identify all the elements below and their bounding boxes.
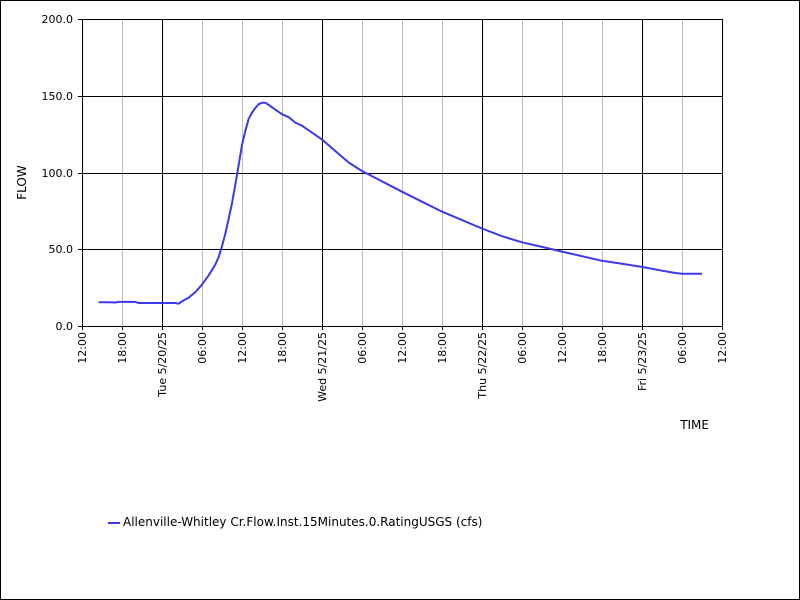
x-tick-label: 12:00 [556, 332, 569, 364]
minor-grid [122, 19, 683, 326]
x-tick-label: 12:00 [716, 332, 729, 364]
series-line [98, 101, 702, 305]
y-tick-label: 0.0 [56, 320, 74, 333]
legend-label: Allenville-Whitley Cr.Flow.Inst.15Minute… [123, 515, 483, 529]
x-tick-label: 18:00 [596, 332, 609, 364]
x-tick-label: 12:00 [76, 332, 89, 364]
x-axis-title: TIME [679, 418, 709, 432]
x-tick-label: 18:00 [116, 332, 129, 364]
y-axis-ticks: 0.0 50.0 100.0 150.0 200.0 [42, 13, 82, 333]
x-tick-label: 18:00 [436, 332, 449, 364]
x-tick-label: Wed 5/21/25 [316, 332, 329, 402]
x-tick-label: 06:00 [196, 332, 209, 364]
y-tick-label: 200.0 [42, 13, 74, 26]
x-tick-label: 06:00 [356, 332, 369, 364]
legend-swatch [108, 521, 120, 524]
series-layer [98, 101, 702, 305]
x-tick-label: 12:00 [396, 332, 409, 364]
x-tick-label: 18:00 [276, 332, 289, 364]
major-grid [82, 19, 722, 326]
y-axis-title: FLOW [15, 165, 29, 200]
y-tick-label: 100.0 [42, 167, 74, 180]
y-tick-label: 150.0 [42, 90, 74, 103]
y-tick-label: 50.0 [49, 243, 74, 256]
legend: Allenville-Whitley Cr.Flow.Inst.15Minute… [108, 515, 482, 529]
x-tick-label: Thu 5/22/25 [476, 332, 489, 400]
x-tick-label: 06:00 [516, 332, 529, 364]
x-tick-label: Fri 5/23/25 [636, 332, 649, 391]
x-tick-label: Tue 5/20/25 [156, 332, 169, 398]
x-tick-label: 06:00 [676, 332, 689, 364]
x-tick-label: 12:00 [236, 332, 249, 364]
x-axis-ticks: 12:00 18:00 Tue 5/20/25 06:00 12:00 18:00 Wed … [76, 326, 729, 402]
